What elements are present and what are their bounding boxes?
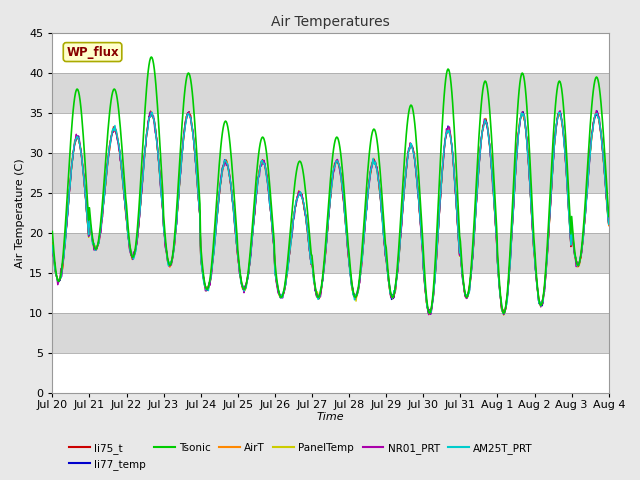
Line: li77_temp: li77_temp	[52, 111, 609, 314]
Bar	[52, 353, 609, 394]
Bar	[52, 313, 609, 353]
X-axis label: Time: Time	[317, 412, 344, 422]
Line: li75_t: li75_t	[52, 112, 609, 313]
Bar	[52, 273, 609, 313]
Text: WP_flux: WP_flux	[66, 46, 119, 59]
Bar	[52, 153, 609, 193]
Title: Air Temperatures: Air Temperatures	[271, 15, 390, 29]
Line: AirT: AirT	[52, 112, 609, 314]
Line: NR01_PRT: NR01_PRT	[52, 110, 609, 315]
Line: Tsonic: Tsonic	[52, 57, 609, 313]
Legend: li75_t, li77_temp, Tsonic, AirT, PanelTemp, NR01_PRT, AM25T_PRT: li75_t, li77_temp, Tsonic, AirT, PanelTe…	[69, 443, 532, 470]
Line: AM25T_PRT: AM25T_PRT	[52, 112, 609, 313]
Bar	[52, 233, 609, 273]
Line: PanelTemp: PanelTemp	[52, 111, 609, 315]
Y-axis label: Air Temperature (C): Air Temperature (C)	[15, 158, 25, 268]
Bar	[52, 73, 609, 113]
Bar	[52, 113, 609, 153]
Bar	[52, 33, 609, 73]
Bar	[52, 193, 609, 233]
